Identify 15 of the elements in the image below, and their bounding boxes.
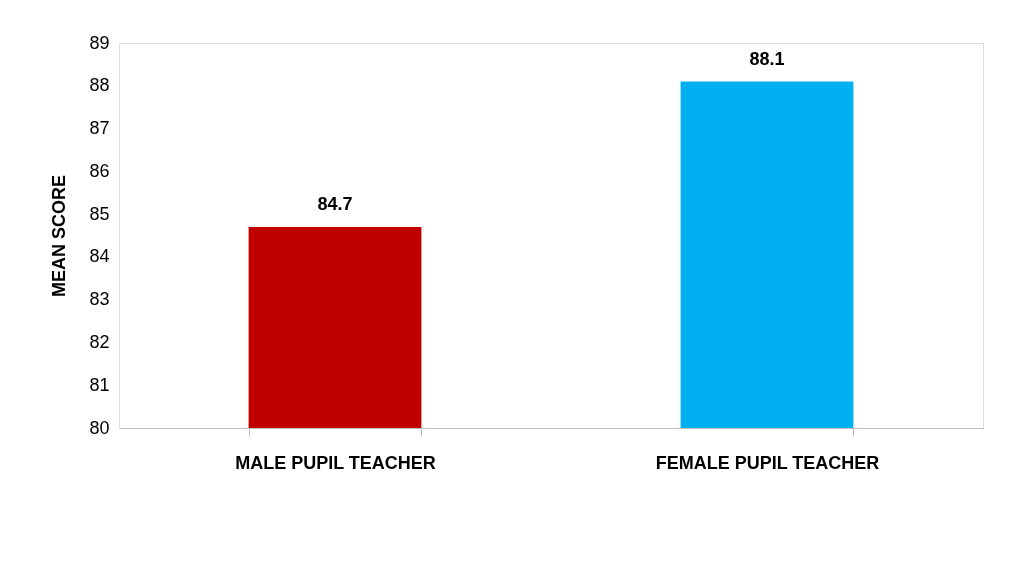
x-tick-label: FEMALE PUPIL TEACHER bbox=[655, 452, 880, 473]
y-tick-label: 82 bbox=[89, 331, 110, 352]
y-tick-label: 86 bbox=[89, 160, 110, 181]
data-label: 88.1 bbox=[749, 48, 785, 69]
y-tick-label: 87 bbox=[89, 118, 110, 139]
y-tick-label: 85 bbox=[89, 203, 110, 224]
x-tick-label: MALE PUPIL TEACHER bbox=[235, 452, 436, 473]
y-tick-label: 80 bbox=[89, 417, 110, 438]
data-label: 84.7 bbox=[317, 193, 353, 214]
y-tick-label: 83 bbox=[89, 289, 110, 310]
y-axis-title: MEAN SCORE bbox=[49, 174, 70, 298]
y-tick-label: 89 bbox=[89, 32, 110, 53]
y-tick-label: 81 bbox=[89, 374, 110, 395]
y-tick-label: 84 bbox=[89, 246, 110, 267]
y-tick-label: 88 bbox=[89, 75, 110, 96]
